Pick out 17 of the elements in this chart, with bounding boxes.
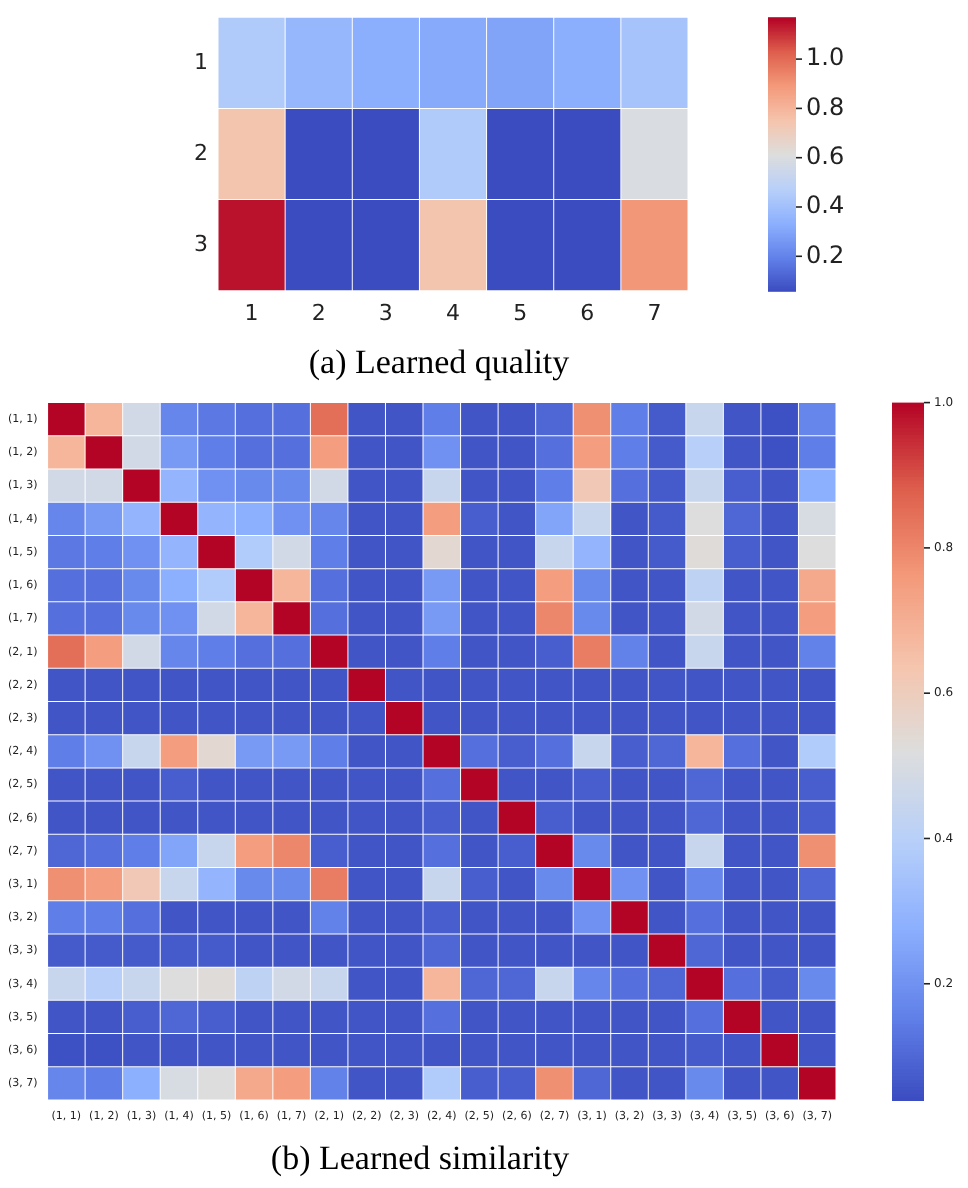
color-bar-label: 0.4 [806,191,845,220]
x-tick-label: 2 [311,299,326,326]
color-bar-label: 0.8 [806,92,845,121]
x-tick-label: 5 [513,299,528,326]
text: (a) Learned quality [308,342,571,381]
color-bar-label: 0.2 [806,240,845,269]
text: (b) Learned similarity [270,1138,571,1177]
x-tick-label: 7 [647,299,662,326]
x-tick-label: 1 [244,299,259,326]
color-bar-label: 0.6 [806,141,845,170]
x-tick-label: 6 [580,299,595,326]
x-tick-label: 3 [378,299,393,326]
x-tick-label: 4 [446,299,460,326]
y-tick-label: 2 [194,139,208,166]
y-tick-label: 3 [194,230,208,257]
y-tick-label: 1 [194,48,208,75]
color-bar-label: 1.0 [806,43,845,72]
